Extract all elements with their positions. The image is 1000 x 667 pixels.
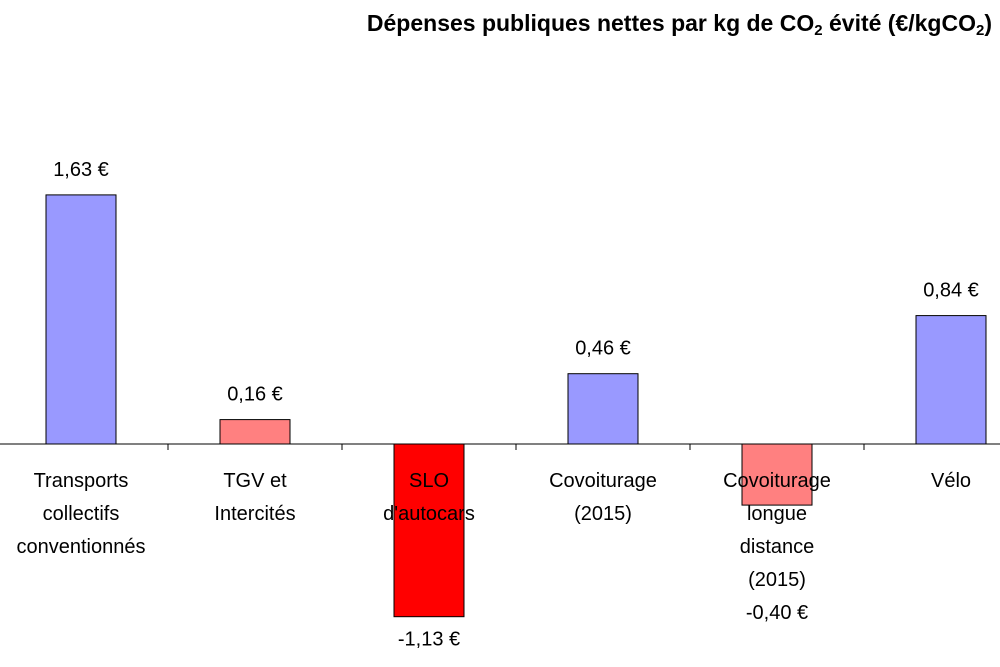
bar (45, 194, 117, 445)
bar (393, 443, 465, 618)
bar (219, 419, 291, 445)
chart-title: Dépenses publiques nettes par kg de CO2 … (366, 10, 992, 39)
bar (741, 443, 813, 506)
category-label: TGV et Intercités (214, 470, 295, 525)
bar (915, 315, 987, 445)
value-label: -1,13 € (398, 629, 460, 651)
category-label: Covoiturage longue distance (2015) (723, 470, 831, 591)
value-label: 0,46 € (575, 338, 631, 360)
category-label: Transports collectifs conventionnés (17, 470, 146, 558)
category-label: SLO d'autocars (383, 470, 475, 525)
bars-group (45, 194, 987, 618)
bar (567, 373, 639, 445)
value-label: 0,84 € (923, 280, 979, 302)
value-label: -0,40 € (746, 602, 808, 624)
value-label: 0,16 € (227, 384, 283, 406)
value-label: 1,63 € (53, 159, 109, 181)
category-label: Covoiturage (2015) (549, 470, 657, 525)
category-label: Vélo (931, 470, 971, 492)
